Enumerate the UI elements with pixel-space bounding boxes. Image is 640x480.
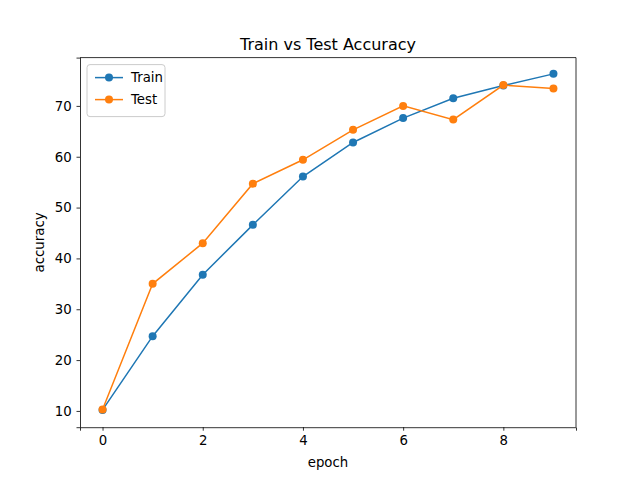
marker — [349, 126, 357, 134]
marker — [199, 271, 207, 279]
tick-label: 70 — [55, 99, 72, 114]
tick-mark — [77, 157, 81, 158]
marker — [249, 221, 257, 229]
marker — [449, 94, 457, 102]
tick-label: 2 — [199, 433, 207, 448]
plot-area — [99, 70, 558, 414]
tick-mark — [403, 427, 404, 431]
title: Train vs Test Accuracy — [239, 35, 416, 54]
marker — [99, 406, 107, 414]
tick-mark — [77, 208, 81, 209]
marker — [99, 405, 107, 413]
series-line — [103, 74, 554, 410]
marker — [149, 280, 157, 288]
x-axis-title: epoch — [308, 455, 349, 470]
marker — [299, 156, 307, 164]
legend-label: Test — [130, 92, 157, 107]
tick-label: 6 — [399, 433, 407, 448]
tick-mark — [77, 411, 81, 412]
tick: 40 — [55, 251, 80, 266]
tick-label: 40 — [55, 251, 72, 266]
marker — [499, 81, 507, 89]
y-axis: 10 20 30 40 50 60 70 — [55, 58, 81, 428]
tick-label: 50 — [55, 200, 72, 215]
tick: 60 — [55, 149, 80, 164]
marker — [299, 173, 307, 181]
marker — [399, 114, 407, 122]
marker — [249, 180, 257, 188]
tick: 4 — [299, 427, 307, 448]
marker — [149, 332, 157, 340]
tick-label: 10 — [55, 404, 72, 419]
tick-mark — [203, 427, 204, 431]
tick: 50 — [55, 200, 80, 215]
marker — [499, 82, 507, 90]
marker — [199, 239, 207, 247]
tick-mark — [77, 309, 81, 310]
tick-mark — [503, 427, 504, 431]
tick-mark — [103, 427, 104, 431]
tick-label: 60 — [55, 149, 72, 164]
frame — [576, 58, 577, 428]
frame — [80, 57, 576, 58]
axes: 0 2 4 6 8 10 20 30 40 50 60 70 Train Test — [55, 58, 577, 448]
series-line — [103, 85, 554, 409]
axis-line — [77, 58, 81, 428]
tick-label: 8 — [500, 433, 508, 448]
x-axis: 0 2 4 6 8 — [81, 427, 577, 448]
y-axis-title: accuracy — [32, 212, 47, 272]
tick: 20 — [55, 353, 80, 368]
tick: 70 — [55, 99, 80, 114]
legend-box — [87, 65, 165, 117]
marker — [549, 70, 557, 78]
tick: 8 — [500, 427, 508, 448]
tick: 0 — [99, 427, 107, 448]
chart: 0 2 4 6 8 10 20 30 40 50 60 70 Train Test Train vs Tes… — [0, 0, 640, 480]
tick-label: 30 — [55, 302, 72, 317]
tick: 30 — [55, 302, 80, 317]
tick-mark — [77, 258, 81, 259]
tick-mark — [77, 106, 81, 107]
tick: 10 — [55, 404, 80, 419]
legend-marker — [105, 74, 113, 82]
marker — [449, 116, 457, 124]
tick: 6 — [399, 427, 407, 448]
marker — [349, 139, 357, 147]
legend-label: Train — [130, 70, 163, 85]
tick: 2 — [199, 427, 207, 448]
marker — [549, 85, 557, 93]
marker — [399, 102, 407, 110]
legend-marker — [105, 96, 113, 104]
legend: Train Test — [87, 65, 165, 117]
tick-label: 20 — [55, 353, 72, 368]
tick-mark — [77, 360, 81, 361]
axis-line — [81, 428, 577, 431]
tick-label: 0 — [99, 433, 107, 448]
tick-label: 4 — [299, 433, 307, 448]
tick-mark — [303, 427, 304, 431]
